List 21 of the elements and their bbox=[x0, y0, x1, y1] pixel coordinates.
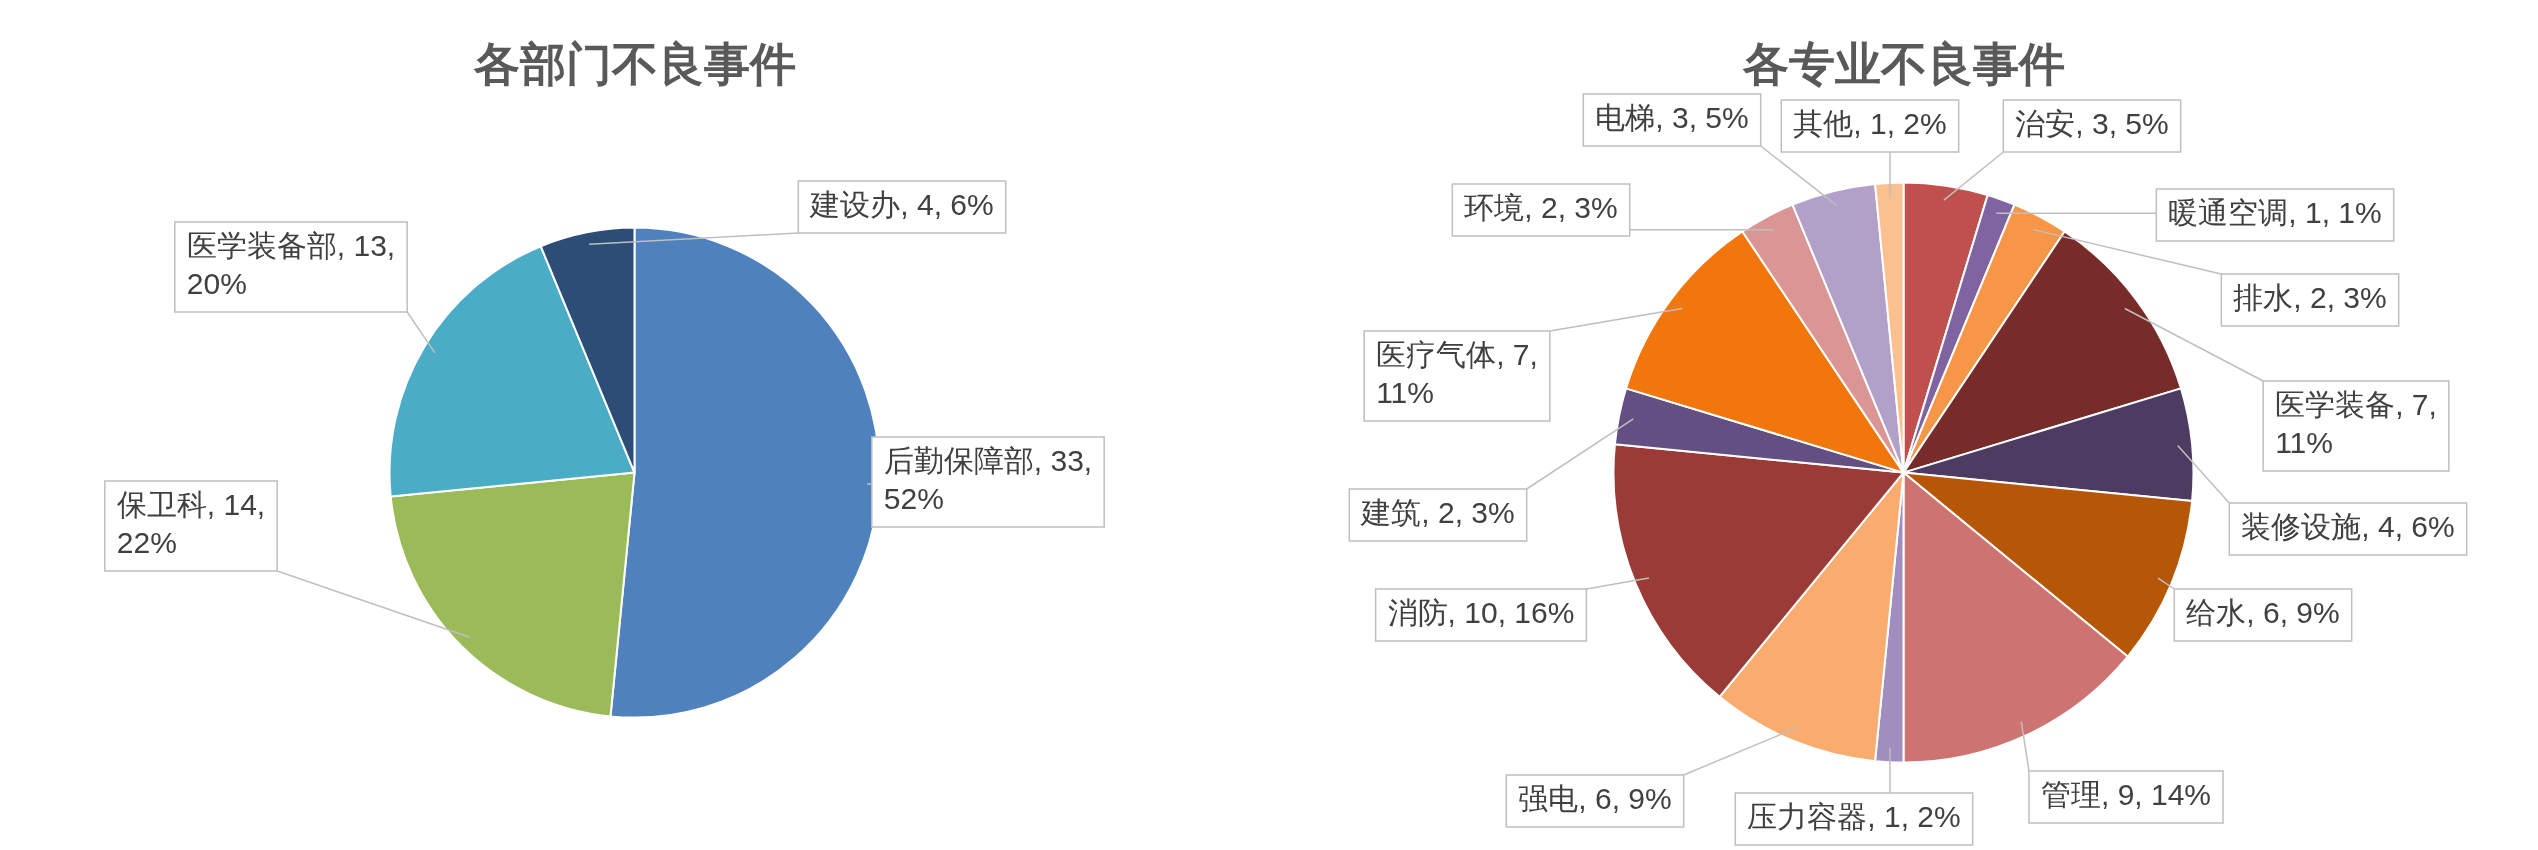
slice-label: 装修设施, 4, 6% bbox=[2241, 510, 2455, 544]
slice-label: 管理, 9, 14% bbox=[2040, 778, 2212, 812]
slice-label: 其他, 1, 2% bbox=[1793, 107, 1947, 141]
slice-label: 压力容器, 1, 2% bbox=[1747, 800, 1961, 834]
slice-label: 医学装备部, 13, 20% bbox=[186, 229, 396, 301]
slice-label: 建筑, 2, 3% bbox=[1360, 496, 1515, 530]
slice-label: 给水, 6, 9% bbox=[2186, 596, 2340, 630]
slice-label: 环境, 2, 3% bbox=[1464, 191, 1618, 225]
slice-label: 保卫科, 14, 22% bbox=[116, 488, 266, 560]
slice-label: 治安, 3, 5% bbox=[2015, 107, 2169, 141]
slice-label: 医学装备, 7, 11% bbox=[2275, 388, 2437, 460]
slice-label: 后勤保障部, 33, 52% bbox=[883, 444, 1093, 516]
chart-title: 各专业不良事件 bbox=[1741, 38, 2065, 91]
slice-label: 医疗气体, 7, 11% bbox=[1376, 338, 1538, 410]
slice-label: 强电, 6, 9% bbox=[1518, 782, 1672, 816]
slice-label: 建设办, 4, 6% bbox=[809, 188, 994, 222]
slice-label: 暖通空调, 1, 1% bbox=[2168, 196, 2382, 230]
slice-label: 电梯, 3, 5% bbox=[1595, 101, 1749, 135]
slice-label: 消防, 10, 16% bbox=[1387, 596, 1575, 630]
slice-label: 排水, 2, 3% bbox=[2233, 281, 2387, 315]
chart-title: 各部门不良事件 bbox=[472, 38, 796, 91]
